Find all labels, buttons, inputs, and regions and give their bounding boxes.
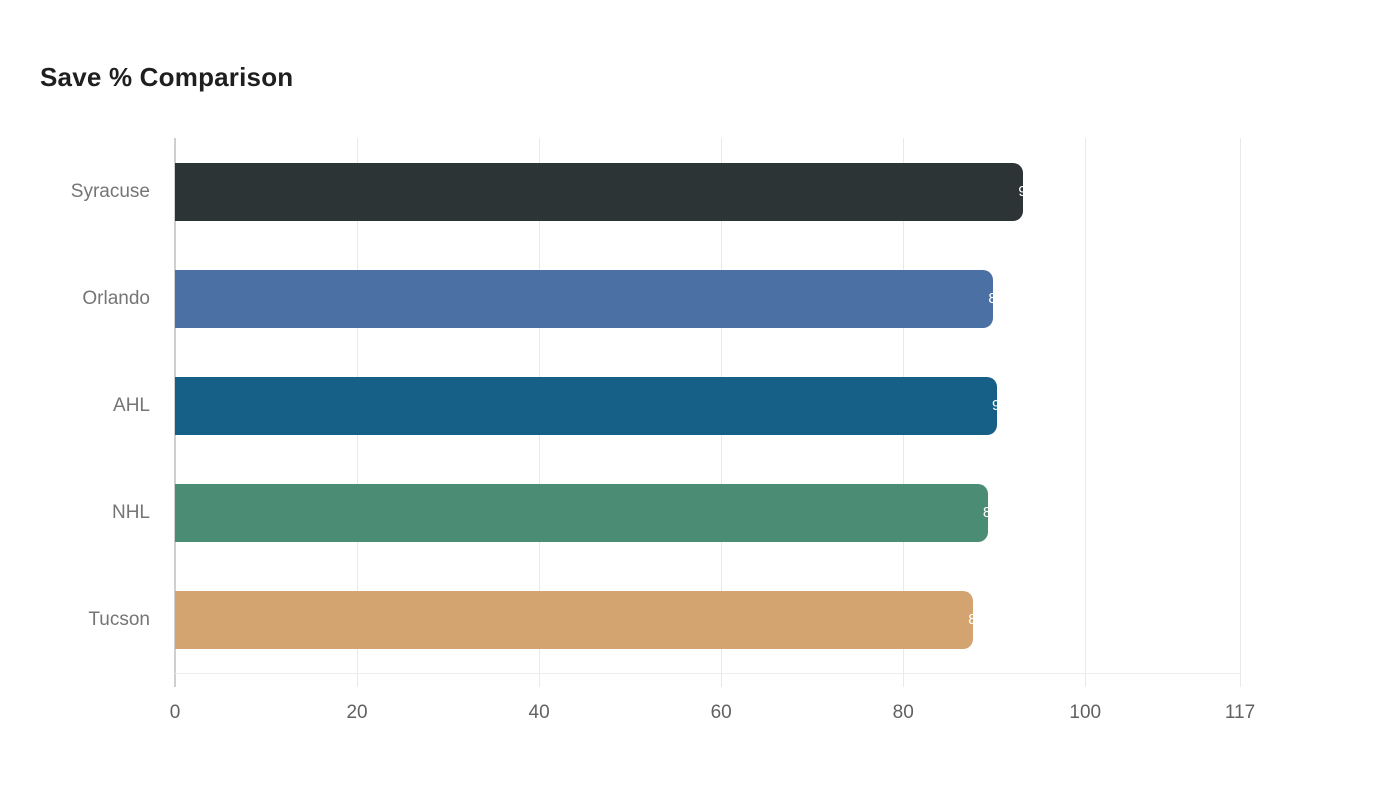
category-label-orlando: Orlando [82,287,150,309]
x-axis-baseline [175,673,1240,674]
category-label-tucson: Tucson [88,608,150,630]
x-tick-label: 20 [346,702,368,723]
bar-value-label: 89.9 [988,289,1018,307]
bar-ahl[interactable]: 90.3 [175,376,1021,435]
x-tick-label: 100 [1069,702,1102,723]
bar-value-label: 89.3 [982,503,1013,521]
x-tick-label: 40 [528,702,550,723]
x-tick-label: 60 [710,702,732,723]
bar-orlando[interactable]: 89.9 [175,269,1018,328]
bar-value-label: 90.3 [991,396,1022,414]
chart-title: Save % Comparison [40,62,294,92]
category-label-ahl: AHL [113,394,150,416]
x-gridline [1240,138,1241,687]
x-gridline [1085,138,1087,687]
category-label-syracuse: Syracuse [70,180,150,202]
bar-value-label: 87.7 [968,610,998,628]
x-tick-label: 117 [1224,702,1256,723]
x-tick-label: 0 [169,702,181,723]
bar-nhl[interactable]: 89.3 [175,483,1012,542]
category-label-nhl: NHL [111,501,150,523]
bar-value-label: 93.2 [1018,182,1048,200]
bar-syracuse[interactable]: 93.2 [175,162,1048,221]
x-tick-label: 80 [892,702,914,723]
bar-tucson[interactable]: 87.7 [175,590,997,649]
